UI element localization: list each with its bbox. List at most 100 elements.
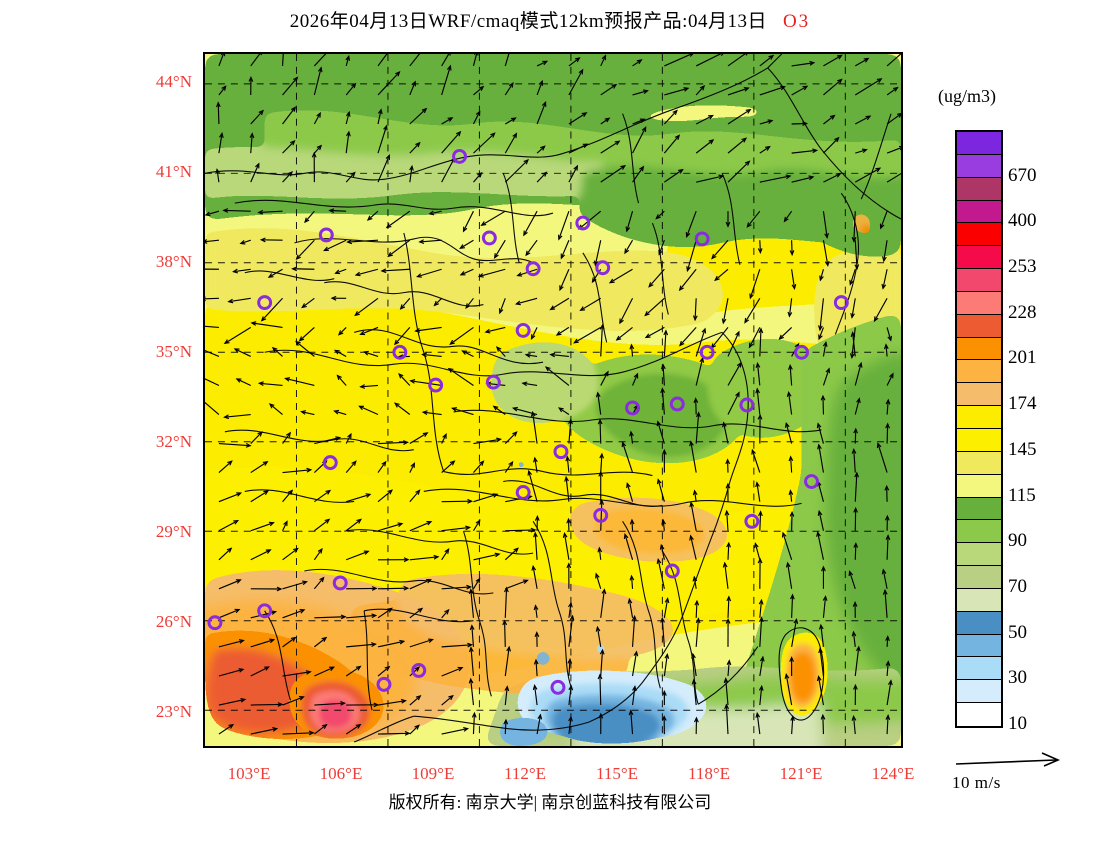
colorbar-band-24 xyxy=(957,680,1001,704)
y-axis-label-23n: 23°N xyxy=(155,702,192,721)
colorbar-band-17 xyxy=(957,520,1001,544)
city-marker[interactable] xyxy=(694,231,710,247)
y-axis-label-26n: 26°N xyxy=(155,612,192,631)
wind-arrow-icon xyxy=(955,752,1061,767)
colorbar-band-11 xyxy=(957,383,1001,407)
colorbar-band-15 xyxy=(957,474,1001,498)
x-axis-label-118e: 118°E xyxy=(687,764,731,783)
city-marker[interactable] xyxy=(485,374,501,390)
colorbar-band-5 xyxy=(957,246,1001,270)
colorbar-band-1 xyxy=(957,154,1001,178)
city-marker[interactable] xyxy=(318,227,334,243)
city-marker[interactable] xyxy=(553,444,569,460)
colorbar-tick-670: 670 xyxy=(1008,164,1037,186)
copyright-footer: 版权所有: 南京大学| 南京创蓝科技有限公司 xyxy=(388,793,712,812)
y-tick xyxy=(203,534,205,536)
colorbar-tick-174: 174 xyxy=(1008,393,1037,415)
map-plot-area[interactable] xyxy=(203,52,903,748)
colorbar-tick-50: 50 xyxy=(1008,621,1027,643)
city-marker[interactable] xyxy=(525,261,541,277)
colorbar-band-13 xyxy=(957,428,1001,452)
y-tick xyxy=(203,84,205,86)
y-axis-label-38n: 38°N xyxy=(155,252,192,271)
colorbar-tick-30: 30 xyxy=(1008,667,1027,689)
colorbar-band-9 xyxy=(957,337,1001,361)
colorbar-tick-400: 400 xyxy=(1008,210,1037,232)
chart-title: 2026年04月13日WRF/cmaq模式12km预报产品:04月13日 O3 xyxy=(0,6,1100,33)
y-tick xyxy=(203,174,205,176)
city-marker[interactable] xyxy=(669,396,685,412)
colorbar-band-21 xyxy=(957,611,1001,635)
x-axis-label-112e: 112°E xyxy=(503,764,547,783)
colorbar-band-19 xyxy=(957,566,1001,589)
city-marker[interactable] xyxy=(376,676,392,692)
city-marker[interactable] xyxy=(833,295,849,311)
y-axis-label-41n: 41°N xyxy=(155,162,192,181)
y-tick xyxy=(203,624,205,626)
city-marker[interactable] xyxy=(550,679,566,695)
city-marker-layer xyxy=(207,148,849,695)
city-marker[interactable] xyxy=(322,455,338,471)
colorbar-tick-253: 253 xyxy=(1008,256,1037,278)
colorbar-band-3 xyxy=(957,200,1001,224)
city-marker[interactable] xyxy=(625,400,641,416)
y-tick xyxy=(203,264,205,266)
colorbar-band-10 xyxy=(957,360,1001,384)
colorbar-band-16 xyxy=(957,497,1001,521)
x-axis-label-106e: 106°E xyxy=(319,764,363,783)
city-marker[interactable] xyxy=(481,230,497,246)
y-tick xyxy=(203,354,205,356)
city-marker[interactable] xyxy=(515,322,531,338)
colorbar-tick-70: 70 xyxy=(1008,575,1027,597)
wind-vector-field xyxy=(205,54,901,736)
city-marker[interactable] xyxy=(575,215,591,231)
city-marker[interactable] xyxy=(794,344,810,360)
city-marker[interactable] xyxy=(739,397,755,413)
x-axis-label-115e: 115°E xyxy=(595,764,639,783)
city-marker[interactable] xyxy=(804,474,819,489)
y-axis-label-44n: 44°N xyxy=(155,72,192,91)
city-marker[interactable] xyxy=(428,377,444,393)
city-marker[interactable] xyxy=(593,507,609,523)
colorbar-band-23 xyxy=(957,657,1001,681)
colorbar-band-4 xyxy=(957,223,1001,247)
city-marker[interactable] xyxy=(392,344,408,360)
ozone-concentration-map xyxy=(205,54,901,746)
y-axis-label-32n: 32°N xyxy=(155,432,192,451)
wind-scale-key: 10 m/s xyxy=(952,752,1092,793)
x-axis-label-124e: 124°E xyxy=(871,764,915,783)
colorbar-units-label: (ug/m3) xyxy=(938,86,996,106)
city-marker[interactable] xyxy=(452,148,467,164)
city-marker[interactable] xyxy=(515,485,531,500)
x-axis-label-103e: 103°E xyxy=(227,764,271,783)
colorbar-band-22 xyxy=(957,634,1001,658)
colorbar-tick-201: 201 xyxy=(1008,347,1037,369)
city-marker[interactable] xyxy=(257,603,273,619)
y-tick xyxy=(203,444,205,446)
city-marker[interactable] xyxy=(411,662,427,678)
city-marker[interactable] xyxy=(257,295,273,311)
chart-title-text: 2026年04月13日WRF/cmaq模式12km预报产品:04月13日 xyxy=(289,11,767,32)
city-marker[interactable] xyxy=(664,563,680,579)
colorbar-band-6 xyxy=(957,269,1001,292)
city-marker[interactable] xyxy=(332,575,348,591)
y-axis-label-35n: 35°N xyxy=(155,342,192,361)
colorbar-band-20 xyxy=(957,588,1001,612)
colorbar-tick-115: 115 xyxy=(1008,484,1036,506)
colorbar-band-14 xyxy=(957,451,1001,475)
wind-scale-label: 10 m/s xyxy=(952,773,1001,792)
y-tick xyxy=(203,714,205,716)
city-marker[interactable] xyxy=(595,260,611,276)
colorbar-band-2 xyxy=(957,177,1001,201)
city-marker[interactable] xyxy=(207,615,223,631)
colorbar-band-7 xyxy=(957,291,1001,315)
colorbar-band-18 xyxy=(957,543,1001,567)
colorbar-band-0 xyxy=(957,132,1001,155)
colorbar[interactable] xyxy=(955,130,1003,728)
x-axis-label-109e: 109°E xyxy=(411,764,455,783)
colorbar-band-25 xyxy=(957,703,1001,726)
city-marker[interactable] xyxy=(699,344,715,360)
colorbar-band-8 xyxy=(957,314,1001,338)
city-marker[interactable] xyxy=(744,513,760,529)
colorbar-tick-228: 228 xyxy=(1008,301,1037,323)
